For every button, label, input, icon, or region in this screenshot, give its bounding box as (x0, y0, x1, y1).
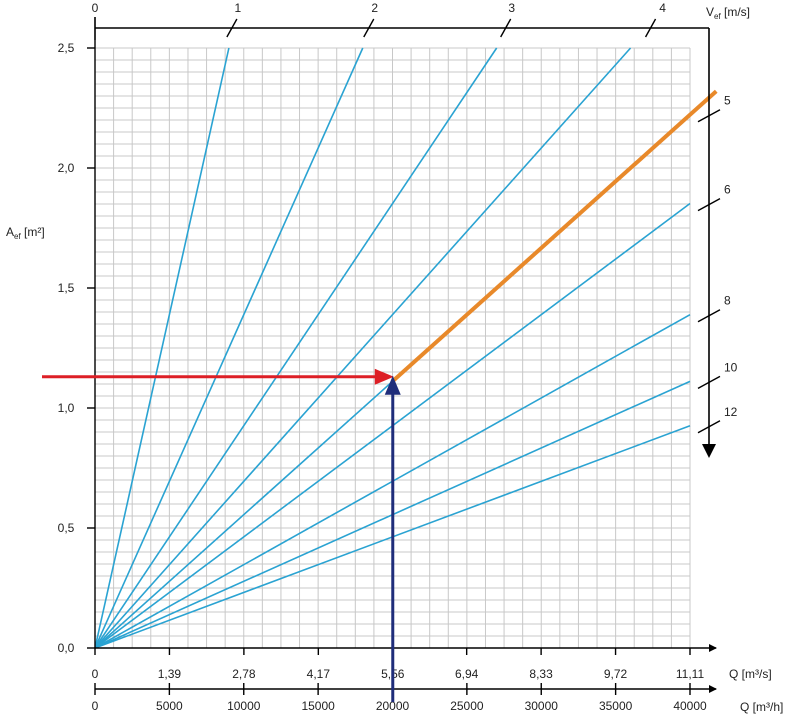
series-line-v2 (94, 47, 364, 649)
x-primary-tick-label: 0 (92, 667, 99, 681)
x-secondary-tick-label: 0 (92, 699, 99, 713)
annotation-arrow-vertical-head (384, 375, 401, 395)
velocity-label-top: 2 (371, 1, 378, 15)
y-tick-label: 1,5 (58, 281, 75, 295)
x-secondary-tick-label: 25000 (450, 699, 484, 713)
velocity-mark-top (226, 18, 238, 38)
x-secondary-tick-label: 35000 (599, 699, 633, 713)
x-axis-primary-title: Q [m³/s] (729, 667, 772, 681)
velocity-mark-right (697, 309, 721, 323)
y-tick-label: 2,5 (58, 41, 75, 55)
velocity-label-right: 12 (724, 405, 738, 419)
y-tick-label: 1,0 (58, 401, 75, 415)
x-primary-tick-label: 6,94 (455, 667, 479, 681)
velocity-mark-top (500, 18, 512, 38)
velocity-mark-right (697, 375, 721, 389)
y-tick-label: 0,0 (58, 641, 75, 655)
velocity-label-right: 5 (724, 94, 731, 108)
velocity-label-right: 6 (724, 183, 731, 197)
x-secondary-tick-label: 10000 (227, 699, 261, 713)
x-primary-tick-label: 4,17 (307, 667, 331, 681)
x-secondary-tick-label: 40000 (673, 699, 707, 713)
velocity-mark-right (697, 109, 721, 123)
y-axis-title: Aef [m²] (6, 225, 45, 241)
x-secondary-tick-label: 5000 (156, 699, 183, 713)
x-secondary-tick-label: 15000 (301, 699, 335, 713)
highlight-line-v5 (391, 89, 718, 383)
x-primary-tick-label: 11,11 (676, 667, 705, 681)
chart-axes (94, 17, 717, 693)
series-line-v4 (94, 47, 632, 649)
x-primary-tick-label: 2,78 (232, 667, 256, 681)
y-tick-label: 2,0 (58, 161, 75, 175)
velocity-axis-title: Vef [m/s] (706, 5, 750, 21)
velocity-label-top: 4 (659, 1, 666, 15)
series-line-v3 (94, 47, 498, 649)
x-primary-tick-label: 1,39 (158, 667, 182, 681)
chart-grid (94, 47, 691, 649)
velocity-mark-top (363, 18, 375, 38)
series-line-v1 (94, 47, 230, 649)
velocity-label-right: 8 (724, 294, 731, 308)
velocity-mark-top (644, 18, 657, 38)
velocity-label-top: 3 (508, 1, 515, 15)
velocity-label-top: 0 (92, 1, 99, 15)
chart-highlight-line (391, 89, 718, 383)
x-axis-secondary-title: Q [m³/h] (740, 700, 783, 714)
velocity-axis-arrowhead (702, 444, 716, 458)
x-secondary-tick-label: 20000 (376, 699, 410, 713)
x-secondary-tick-label: 30000 (525, 699, 559, 713)
annotation-arrow-horizontal-head (374, 368, 394, 385)
velocity-mark-right (697, 197, 721, 212)
y-tick-label: 0,5 (58, 521, 75, 535)
velocity-label-top: 1 (235, 1, 242, 15)
velocity-label-right: 10 (724, 360, 738, 374)
velocity-mark-right (697, 420, 721, 434)
x-primary-tick-label: 8,33 (529, 667, 553, 681)
chart-annotations (42, 368, 401, 702)
x-primary-tick-label: 9,72 (604, 667, 628, 681)
